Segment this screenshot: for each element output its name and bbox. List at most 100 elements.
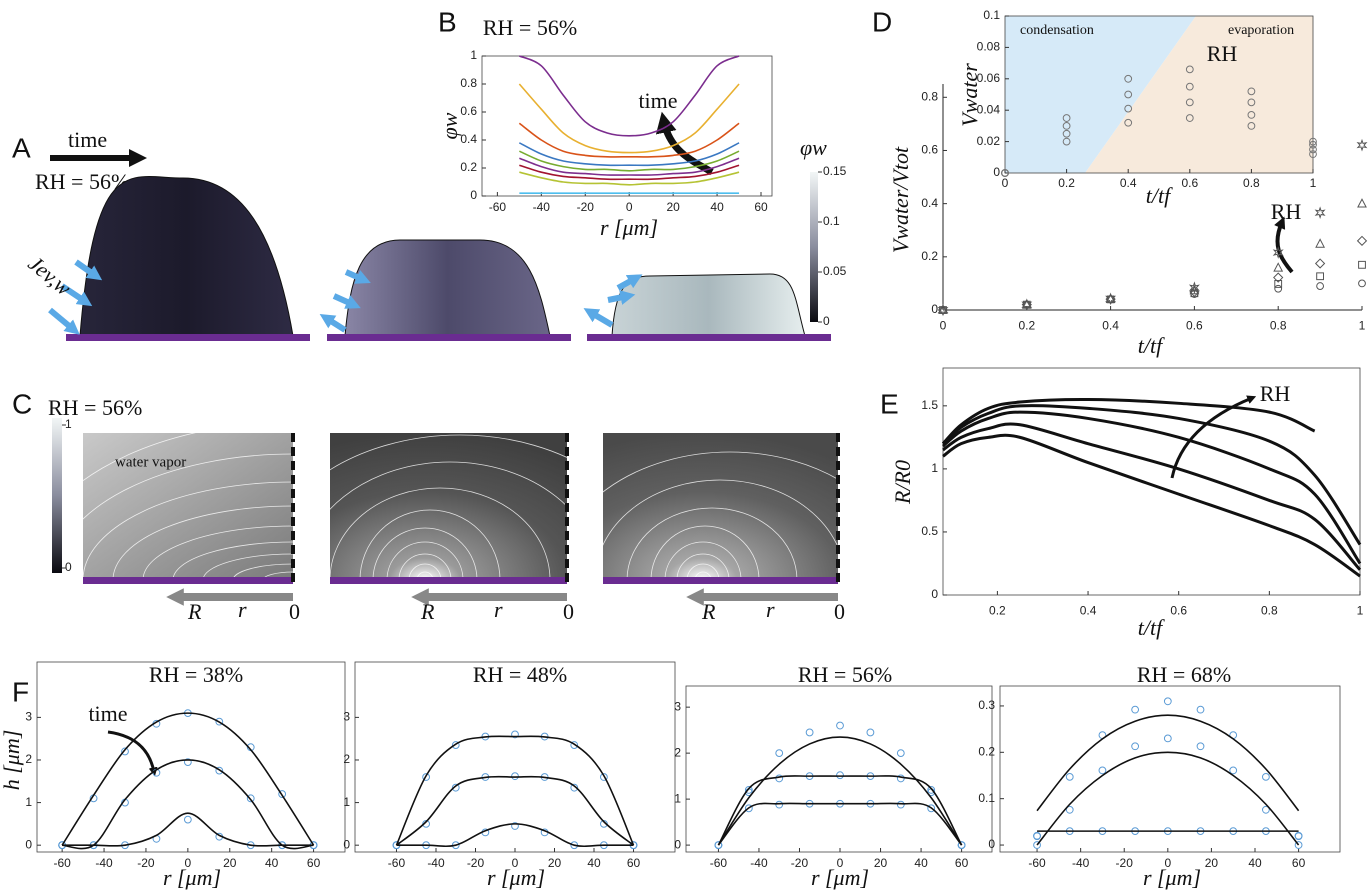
x-tick-label: 60	[754, 200, 768, 214]
x-tick-label: 20	[666, 200, 680, 214]
x-tick-label: 40	[265, 856, 279, 870]
data-point	[806, 729, 813, 736]
y-tick-label: 0.2	[921, 249, 938, 263]
data-point	[1359, 261, 1366, 268]
x-tick-label: -40	[95, 856, 113, 870]
colorbar-tick-label: 1	[65, 417, 72, 431]
x-tick-label: 1	[1359, 319, 1366, 333]
x-tick-label: 0	[1002, 176, 1009, 190]
data-point	[776, 801, 783, 808]
data-point	[1164, 698, 1171, 705]
x-tick-label: -20	[791, 856, 809, 870]
x-tick-label: -60	[388, 856, 406, 870]
data-line	[943, 406, 1360, 545]
y-tick-label: 0.1	[978, 791, 995, 805]
annotation: time	[88, 701, 127, 726]
R-label: R	[187, 599, 202, 624]
x-tick-label: -20	[577, 200, 595, 214]
data-line	[396, 777, 633, 846]
y-tick-label: 0.3	[978, 698, 995, 712]
x-tick-label: 1	[1357, 604, 1364, 618]
data-point	[1275, 285, 1282, 292]
region-label: condensation	[1020, 23, 1094, 38]
r-label: r	[494, 597, 503, 622]
data-line	[718, 803, 961, 845]
panel-letter: C	[12, 388, 32, 419]
y-axis-label: φw	[437, 112, 462, 139]
y-axis-label: R/R0	[890, 460, 915, 505]
data-point	[1316, 208, 1324, 218]
x-tick-label: -60	[489, 200, 507, 214]
x-tick-label: 0	[940, 319, 947, 333]
data-line	[519, 56, 739, 136]
data-point	[1132, 743, 1139, 750]
x-axis-label: r [μm]	[811, 865, 869, 890]
x-tick-label: 40	[710, 200, 724, 214]
x-axis-label: r [μm]	[487, 865, 545, 890]
x-axis-label: t/tf	[1146, 183, 1173, 208]
data-point	[1197, 743, 1204, 750]
data-line	[943, 424, 1360, 570]
y-tick-label: 0.4	[460, 132, 477, 146]
data-line	[718, 776, 961, 845]
colorbar-ticks: 01	[62, 417, 72, 574]
data-line	[1037, 715, 1299, 811]
droplet	[80, 177, 293, 336]
droplet	[612, 274, 805, 336]
y-tick-label: 0.08	[977, 40, 1001, 54]
x-tick-label: 20	[223, 856, 237, 870]
x-tick-label: -20	[467, 856, 485, 870]
y-tick-label: 0.2	[460, 160, 477, 174]
chart-title: RH = 56%	[798, 662, 892, 687]
data-point	[1274, 263, 1282, 271]
chart: -60-40-2002040600123RH = 48%r [μm]	[343, 662, 675, 890]
x-tick-label: -40	[427, 856, 445, 870]
y-tick-label: 1	[343, 795, 350, 809]
data-line	[396, 824, 633, 846]
y-tick-label: 0.4	[921, 196, 938, 210]
colorbar-tick-label: 0	[823, 314, 830, 328]
substrate	[327, 334, 571, 341]
figure: A B C D E F time RH = 56% Jev,w φw 00.05…	[0, 0, 1368, 894]
x-tick-label: -20	[137, 856, 155, 870]
data-point	[1359, 280, 1366, 287]
data-point	[1295, 832, 1302, 839]
rh-arrow	[1277, 222, 1292, 272]
time-arrow	[108, 732, 154, 772]
y-tick-label: 0	[931, 587, 938, 601]
y-tick-label: 3	[674, 699, 681, 713]
y-axis-label: Vwater/Vtot	[888, 146, 913, 253]
data-point	[897, 750, 904, 757]
annotation: time	[638, 88, 677, 113]
data-line	[519, 84, 739, 153]
y-tick-label: 0.5	[921, 524, 938, 538]
y-tick-label: 0.6	[460, 104, 477, 118]
data-point	[1197, 706, 1204, 713]
substrate	[587, 334, 831, 341]
R-label: R	[701, 599, 716, 624]
chart-title: RH = 56%	[483, 15, 577, 40]
x-tick-label: 60	[627, 856, 641, 870]
rh-label: RH = 56%	[48, 395, 142, 420]
r-label: r	[238, 597, 247, 622]
data-point	[1316, 259, 1325, 268]
panel-letter: D	[872, 6, 892, 37]
data-line	[718, 737, 961, 845]
r-label: r	[766, 597, 775, 622]
y-tick-label: 0.8	[460, 76, 477, 90]
vapor-field	[603, 433, 838, 580]
field-label: water vapor	[115, 454, 186, 470]
y-tick-label: 0.6	[921, 143, 938, 157]
y-tick-label: 0.2	[978, 744, 995, 758]
x-tick-label: -40	[1072, 856, 1090, 870]
x-tick-label: 0.2	[1058, 176, 1075, 190]
data-point	[897, 801, 904, 808]
origin-label: 0	[834, 599, 845, 624]
annotation: RH	[1271, 199, 1302, 224]
y-tick-label: 0	[470, 188, 477, 202]
y-tick-label: 0	[25, 837, 32, 851]
colorbar-ticks: 00.050.10.15	[818, 164, 847, 328]
x-axis-label: r [μm]	[163, 865, 221, 890]
data-point	[1317, 283, 1324, 290]
